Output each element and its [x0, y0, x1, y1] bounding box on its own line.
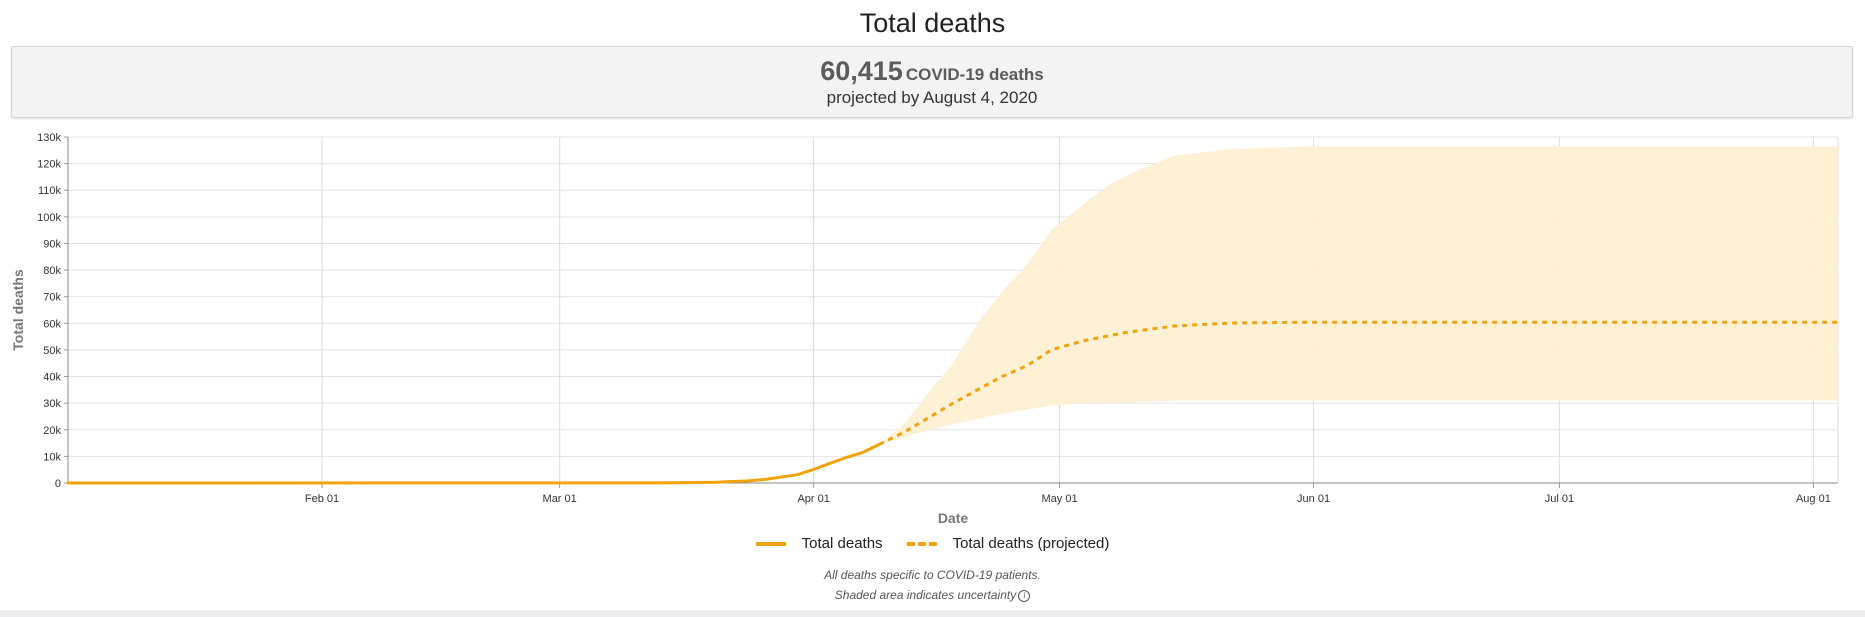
projected-deaths-unit: COVID-19 deaths [905, 65, 1044, 84]
legend-label-total-deaths: Total deaths [801, 535, 883, 552]
x-tick-label: Jun 01 [1297, 493, 1330, 505]
projected-deaths-number: 60,415 [820, 56, 903, 86]
x-tick-label: Jul 01 [1545, 493, 1574, 505]
y-tick-label: 120k [37, 159, 61, 171]
y-tick-label: 60k [43, 318, 61, 330]
y-axis-title: Total deaths [10, 269, 26, 351]
x-tick-label: Apr 01 [797, 493, 829, 505]
projection-summary-box: 60,415 COVID-19 deaths projected by Augus… [11, 46, 1853, 118]
legend-item-total-deaths[interactable]: Total deaths [755, 535, 883, 552]
y-tick-label: 110k [38, 185, 62, 197]
footnote-uncertainty: Shaded area indicates uncertainty i [0, 588, 1865, 602]
y-tick-label: 90k [43, 238, 61, 250]
x-axis-title: Date [938, 510, 969, 526]
bottom-divider [0, 610, 1865, 617]
chart-title: Total deaths [859, 8, 1006, 38]
chart-legend: Total deaths Total deaths (projected) [0, 535, 1865, 552]
y-tick-label: 0 [55, 478, 61, 490]
y-tick-label: 20k [43, 425, 61, 437]
x-tick-label: Mar 01 [543, 493, 577, 505]
y-tick-label: 130k [37, 132, 61, 144]
y-tick-label: 10k [43, 451, 61, 463]
x-tick-label: May 01 [1041, 493, 1077, 505]
summary-headline: 60,415 COVID-19 deaths [12, 56, 1852, 87]
y-tick-label: 30k [43, 398, 61, 410]
x-tick-label: Aug 01 [1796, 493, 1831, 505]
y-tick-label: 80k [43, 265, 61, 277]
y-tick-label: 70k [43, 292, 61, 304]
info-circle-icon[interactable]: i [1018, 589, 1031, 602]
legend-dashed-line-swatch [906, 541, 937, 546]
footnote-deaths-definition: All deaths specific to COVID-19 patients… [824, 568, 1041, 582]
series-line-total-deaths [66, 442, 881, 485]
y-tick-label: 50k [43, 345, 61, 357]
footnote-uncertainty-text: Shaded area indicates uncertainty [834, 588, 1017, 602]
legend-label-total-deaths-projected: Total deaths (projected) [952, 535, 1110, 552]
y-tick-label: 100k [37, 212, 61, 224]
series-line-total-deaths-projected [878, 320, 1838, 446]
legend-solid-line-swatch [755, 541, 786, 546]
x-tick-label: Feb 01 [305, 493, 339, 505]
deaths-line-chart: 0 10k 20k 30k 40k 50k 60k 70k 80k 90k 100k 110k 120k… [10, 132, 1839, 526]
legend-item-total-deaths-projected[interactable]: Total deaths (projected) [906, 535, 1110, 552]
uncertainty-band [879, 146, 1838, 445]
projection-date-text: projected by August 4, 2020 [826, 88, 1038, 107]
y-tick-label: 40k [43, 372, 61, 384]
